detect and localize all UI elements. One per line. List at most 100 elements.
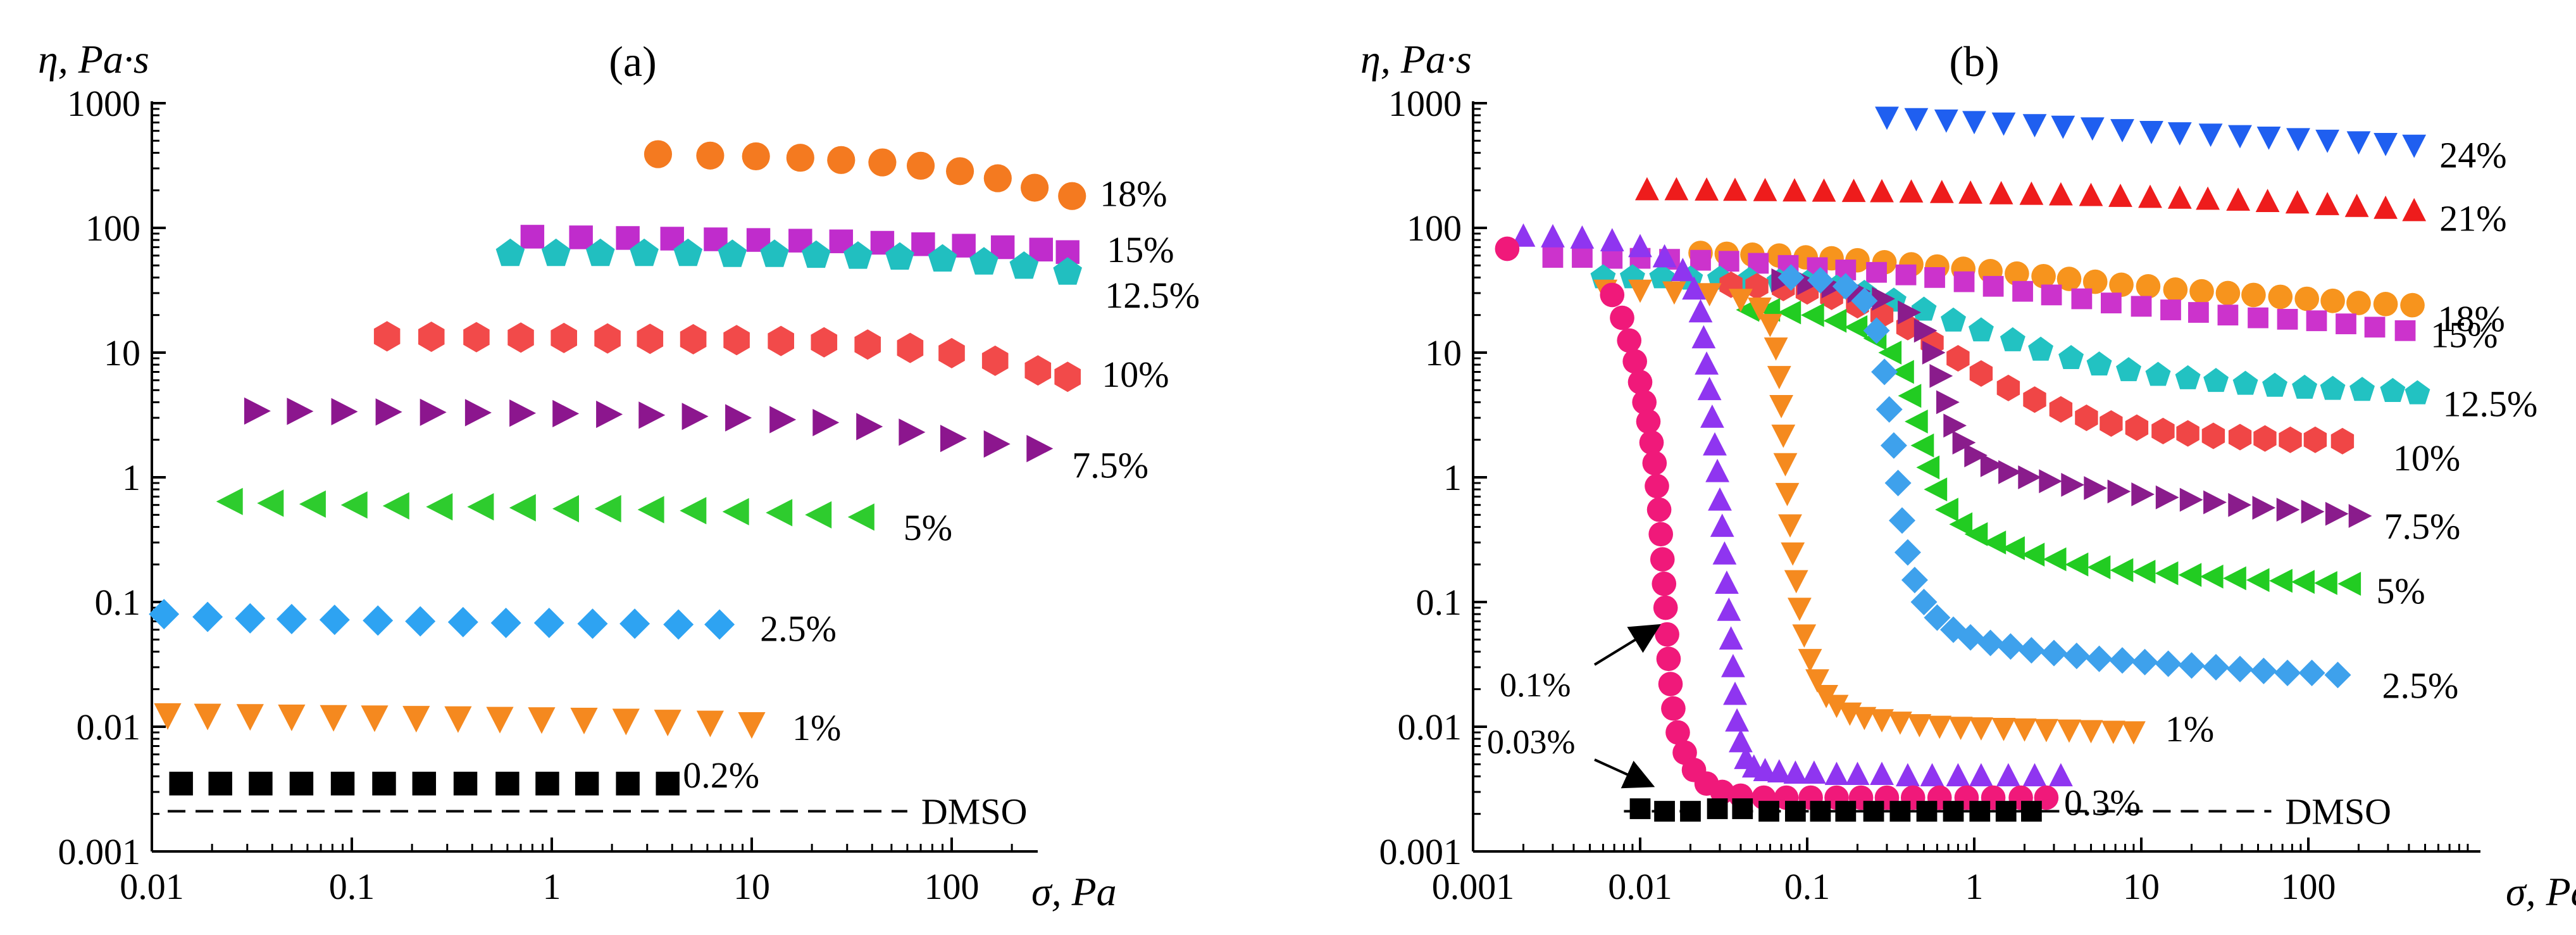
panel-b-point-24pct — [2346, 131, 2371, 155]
panel-a-point-12-5pct — [885, 242, 914, 270]
panel-b-point-2-5pct — [1997, 633, 2024, 660]
panel-b-series-0-03pct — [1629, 798, 2042, 822]
panel-a-point-1pct — [654, 710, 681, 737]
panel-b-point-1pct — [2122, 721, 2146, 745]
panel-b-point-21pct — [1929, 180, 1954, 203]
panel-b-point-15pct — [2364, 317, 2386, 338]
panel-b-point-24pct — [2167, 122, 2192, 146]
panel-a-series-label-15pct: 15% — [1107, 229, 1174, 270]
panel-b-point-0-1pct — [1655, 622, 1679, 647]
panel-a-series-label-10pct: 10% — [1102, 354, 1169, 395]
panel-b-point-15pct — [1953, 271, 1975, 292]
panel-b-point-18pct — [2241, 282, 2266, 308]
panel-b-point-0-3pct — [1671, 258, 1695, 282]
panel-b-point-21pct — [2315, 192, 2339, 215]
panel-a-dmso-label: DMSO — [921, 791, 1028, 832]
panel-b-point-2-5pct — [1876, 396, 1903, 423]
panel-a-point-18pct — [1021, 173, 1049, 202]
panel-b-point-10pct — [1745, 273, 1769, 300]
panel-a-point-5pct — [847, 503, 874, 531]
panel-a-point-10pct — [594, 323, 621, 354]
panel-b-point-0-3pct — [1705, 458, 1729, 482]
panel-a-point-18pct — [906, 151, 935, 180]
panel-b-point-12-5pct — [1911, 296, 1937, 321]
panel-a-point-10pct — [680, 323, 707, 355]
panel-a-point-10pct — [1054, 361, 1081, 392]
panel-b-point-12-5pct — [2320, 375, 2346, 400]
panel-a-point-1pct — [194, 703, 221, 731]
panel-b-point-2-5pct — [2131, 648, 2158, 675]
panel-a-point-12-5pct — [760, 239, 789, 267]
panel-b-point-2-5pct — [1889, 507, 1915, 534]
panel-b-point-0-1pct — [1622, 349, 1647, 374]
panel-b-point-5pct — [2246, 568, 2270, 593]
panel-a-point-2-5pct — [663, 609, 694, 640]
panel-a-series-label-12-5pct: 12.5% — [1105, 275, 1200, 316]
panel-b-y-tick-label: 100 — [1407, 208, 1462, 249]
panel-b-series-1pct: 1% — [1593, 279, 2214, 750]
panel-a-point-5pct — [637, 496, 664, 524]
panel-b-series-label-12-5pct: 12.5% — [2442, 384, 2537, 425]
panel-b-point-1pct — [1991, 718, 2016, 741]
panel-a-series-label-2-5pct: 2.5% — [760, 608, 837, 649]
panel-a-point-15pct — [952, 234, 976, 258]
panel-b-point-0-1pct — [1653, 595, 1678, 620]
panel-b-point-1pct — [1798, 649, 1822, 672]
panel-b-point-0-03pct — [1889, 801, 1911, 822]
panel-b-point-0-3pct — [1996, 763, 2020, 787]
panel-b-point-7-5pct — [1913, 318, 1938, 343]
panel-a-point-10pct — [637, 323, 664, 355]
panel-b-x-tick-label: 10 — [2123, 866, 2160, 907]
panel-b-series-label-5pct: 5% — [2376, 570, 2425, 612]
panel-a-point-15pct — [520, 225, 545, 249]
panel-a-x-axis-label: σ, Pa — [1031, 869, 1117, 914]
panel-a-point-7-5pct — [1026, 435, 1054, 463]
panel-b-point-24pct — [2228, 125, 2252, 149]
panel-b-point-1pct — [1852, 706, 1877, 731]
panel-a-point-1pct — [236, 704, 264, 731]
panel-a-point-2-5pct — [447, 606, 478, 637]
panel-b-point-10pct — [2049, 396, 2073, 423]
panel-a-point-15pct — [569, 225, 593, 249]
panel-b-point-5pct — [1878, 341, 1902, 365]
panel-b-point-0-3pct — [1700, 405, 1724, 428]
panel-b-point-24pct — [2402, 134, 2427, 158]
panel-a-point-7-5pct — [420, 398, 447, 426]
panel-a-point-12-5pct — [1009, 251, 1039, 279]
panel-b-point-0-03pct — [1969, 801, 1991, 822]
panel-b-point-18pct — [2294, 286, 2320, 311]
panel-b-point-1pct — [1758, 313, 1783, 337]
panel-b-point-24pct — [1904, 108, 1929, 132]
panel-b-point-5pct — [1964, 522, 1988, 546]
panel-b-point-18pct — [2082, 269, 2108, 294]
panel-a-y-tick-label: 10 — [104, 332, 140, 373]
panel-b-point-1pct — [1948, 717, 1973, 740]
panel-b-point-2-5pct — [2274, 660, 2301, 686]
panel-a-point-10pct — [373, 321, 401, 352]
panel-b-point-7-5pct — [1872, 287, 1895, 311]
panel-a-point-0-2pct — [412, 772, 437, 796]
panel-b-point-12-5pct — [2145, 361, 2171, 386]
panel-b-point-15pct — [2217, 304, 2239, 326]
panel-b-point-5pct — [1910, 433, 1934, 458]
panel-b-point-0-1pct — [1632, 390, 1657, 415]
panel-a-y-tick-label: 0.01 — [77, 706, 141, 748]
panel-b-point-15pct — [1866, 261, 1887, 283]
panel-b-point-0-3pct — [1719, 626, 1743, 650]
panel-a-point-1pct — [154, 703, 182, 730]
panel-b-point-7-5pct — [1936, 390, 1960, 415]
panel-b-point-1pct — [2101, 720, 2125, 744]
panel-a-series-label-18pct: 18% — [1100, 173, 1167, 215]
panel-b-point-12-5pct — [2203, 368, 2229, 392]
panel-b-point-7-5pct — [1998, 460, 2022, 484]
panel-a-point-18pct — [1058, 182, 1086, 210]
panel-a-point-5pct — [382, 492, 409, 520]
panel-b-point-18pct — [2400, 292, 2425, 318]
panel-a-point-18pct — [644, 140, 673, 168]
panel-b-point-18pct — [2005, 261, 2029, 286]
panel-b-point-12-5pct — [2000, 327, 2025, 351]
panel-b-point-0-3pct — [1688, 299, 1713, 323]
panel-a-point-2-5pct — [319, 605, 350, 636]
panel-b-point-15pct — [2100, 292, 2122, 313]
panel-b-point-5pct — [1949, 512, 1973, 537]
